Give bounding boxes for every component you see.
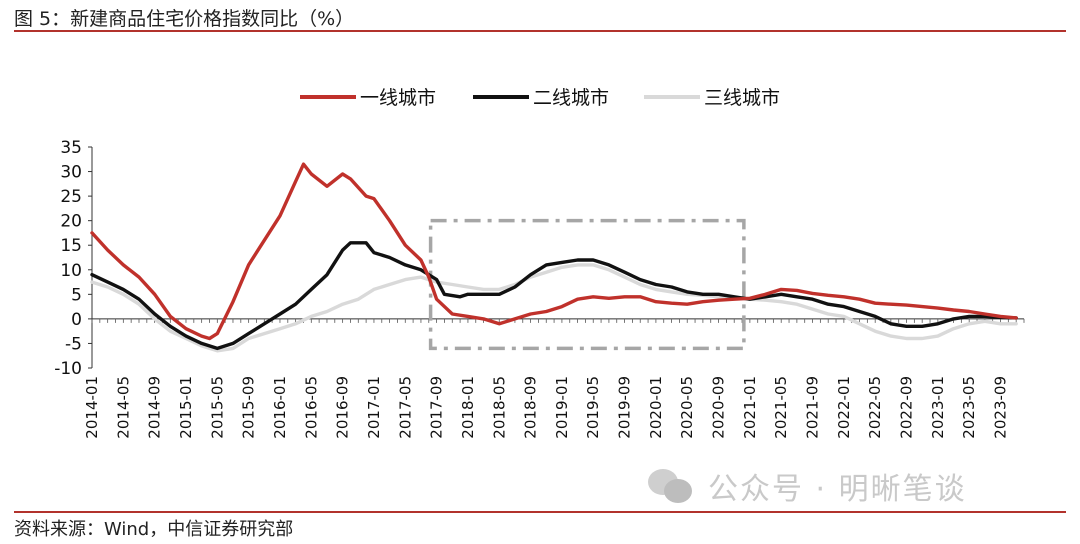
- x-tick-label: 2016-09: [334, 376, 352, 439]
- highlight-rect: [428, 218, 746, 351]
- series-line-1: [90, 162, 1018, 341]
- y-tick-label: 5: [71, 285, 82, 305]
- legend-label-3: 三线城市: [704, 87, 780, 109]
- y-tick-label: 20: [60, 212, 82, 232]
- x-tick-label: 2014-05: [114, 376, 132, 439]
- x-axis: 2014-01 2014-05 2014-09 2015-01 2015-05 2015-…: [83, 318, 1025, 439]
- x-tick-label: 2019-01: [553, 376, 571, 439]
- x-tick-label: 2018-05: [490, 376, 508, 439]
- watermark: 公众号 · 明晰笔谈: [648, 464, 967, 508]
- x-tick-label: 2022-09: [898, 376, 916, 439]
- y-tick-label: 35: [60, 138, 82, 158]
- highlight-box: [428, 218, 746, 351]
- x-tick-label: 2017-05: [396, 376, 414, 439]
- line-chart: 一线城市 二线城市 三线城市 35 30 25 20 15 10 5 0 -5 -10 2014-01…: [54, 87, 1025, 439]
- x-tick-label: 2017-09: [428, 376, 446, 439]
- x-tick-label: 2023-09: [992, 376, 1010, 439]
- x-tick-label: 2023-01: [929, 376, 947, 439]
- x-tick-label: 2020-05: [678, 376, 696, 439]
- x-tick-label: 2020-09: [710, 376, 728, 439]
- x-tick-label: 2015-05: [208, 376, 226, 439]
- series-line-2: [90, 241, 1018, 351]
- x-tick-label: 2021-05: [772, 376, 790, 439]
- x-tick-label: 2014-01: [83, 376, 101, 439]
- legend-label-2: 二线城市: [533, 87, 609, 109]
- x-tick-label: 2019-09: [616, 376, 634, 439]
- title-rule: [14, 30, 1066, 32]
- x-tick-label: 2022-05: [866, 376, 884, 439]
- legend-label-1: 一线城市: [360, 87, 436, 109]
- y-tick-label: -5: [65, 334, 82, 354]
- footer-rule: [14, 511, 1066, 513]
- chart-legend: 一线城市 二线城市 三线城市: [300, 87, 780, 109]
- x-tick-label: 2016-05: [302, 376, 320, 439]
- x-tick-label: 2019-05: [584, 376, 602, 439]
- x-tick-label: 2015-01: [177, 376, 195, 439]
- figure-title: 图 5：新建商品住宅价格指数同比（%）: [14, 8, 355, 30]
- x-tick-label: 2023-05: [960, 376, 978, 439]
- wechat-icon: [648, 469, 694, 503]
- y-tick-label: 15: [60, 236, 82, 256]
- x-tick-label: 2021-01: [741, 376, 759, 439]
- x-tick-label: 2017-01: [365, 376, 383, 439]
- chart-series: [90, 162, 1018, 353]
- y-tick-label: 25: [60, 187, 82, 207]
- y-axis: 35 30 25 20 15 10 5 0 -5 -10: [54, 138, 93, 379]
- x-tick-label: 2015-09: [240, 376, 258, 439]
- x-tick-label: 2018-09: [522, 376, 540, 439]
- x-tick-label: 2016-01: [271, 376, 289, 439]
- y-tick-label: 30: [60, 163, 82, 183]
- x-tick-label: 2020-01: [647, 376, 665, 439]
- y-tick-label: 0: [71, 310, 82, 330]
- y-tick-label: -10: [54, 359, 82, 379]
- x-tick-label: 2018-01: [459, 376, 477, 439]
- x-tick-label: 2021-09: [804, 376, 822, 439]
- series-line-3: [90, 263, 1018, 353]
- source-note: 资料来源：Wind，中信证券研究部: [14, 519, 294, 540]
- watermark-text: 公众号 · 明晰笔谈: [708, 472, 967, 507]
- x-tick-label: 2014-09: [146, 376, 164, 439]
- x-tick-label: 2022-01: [835, 376, 853, 439]
- y-tick-label: 10: [60, 261, 82, 281]
